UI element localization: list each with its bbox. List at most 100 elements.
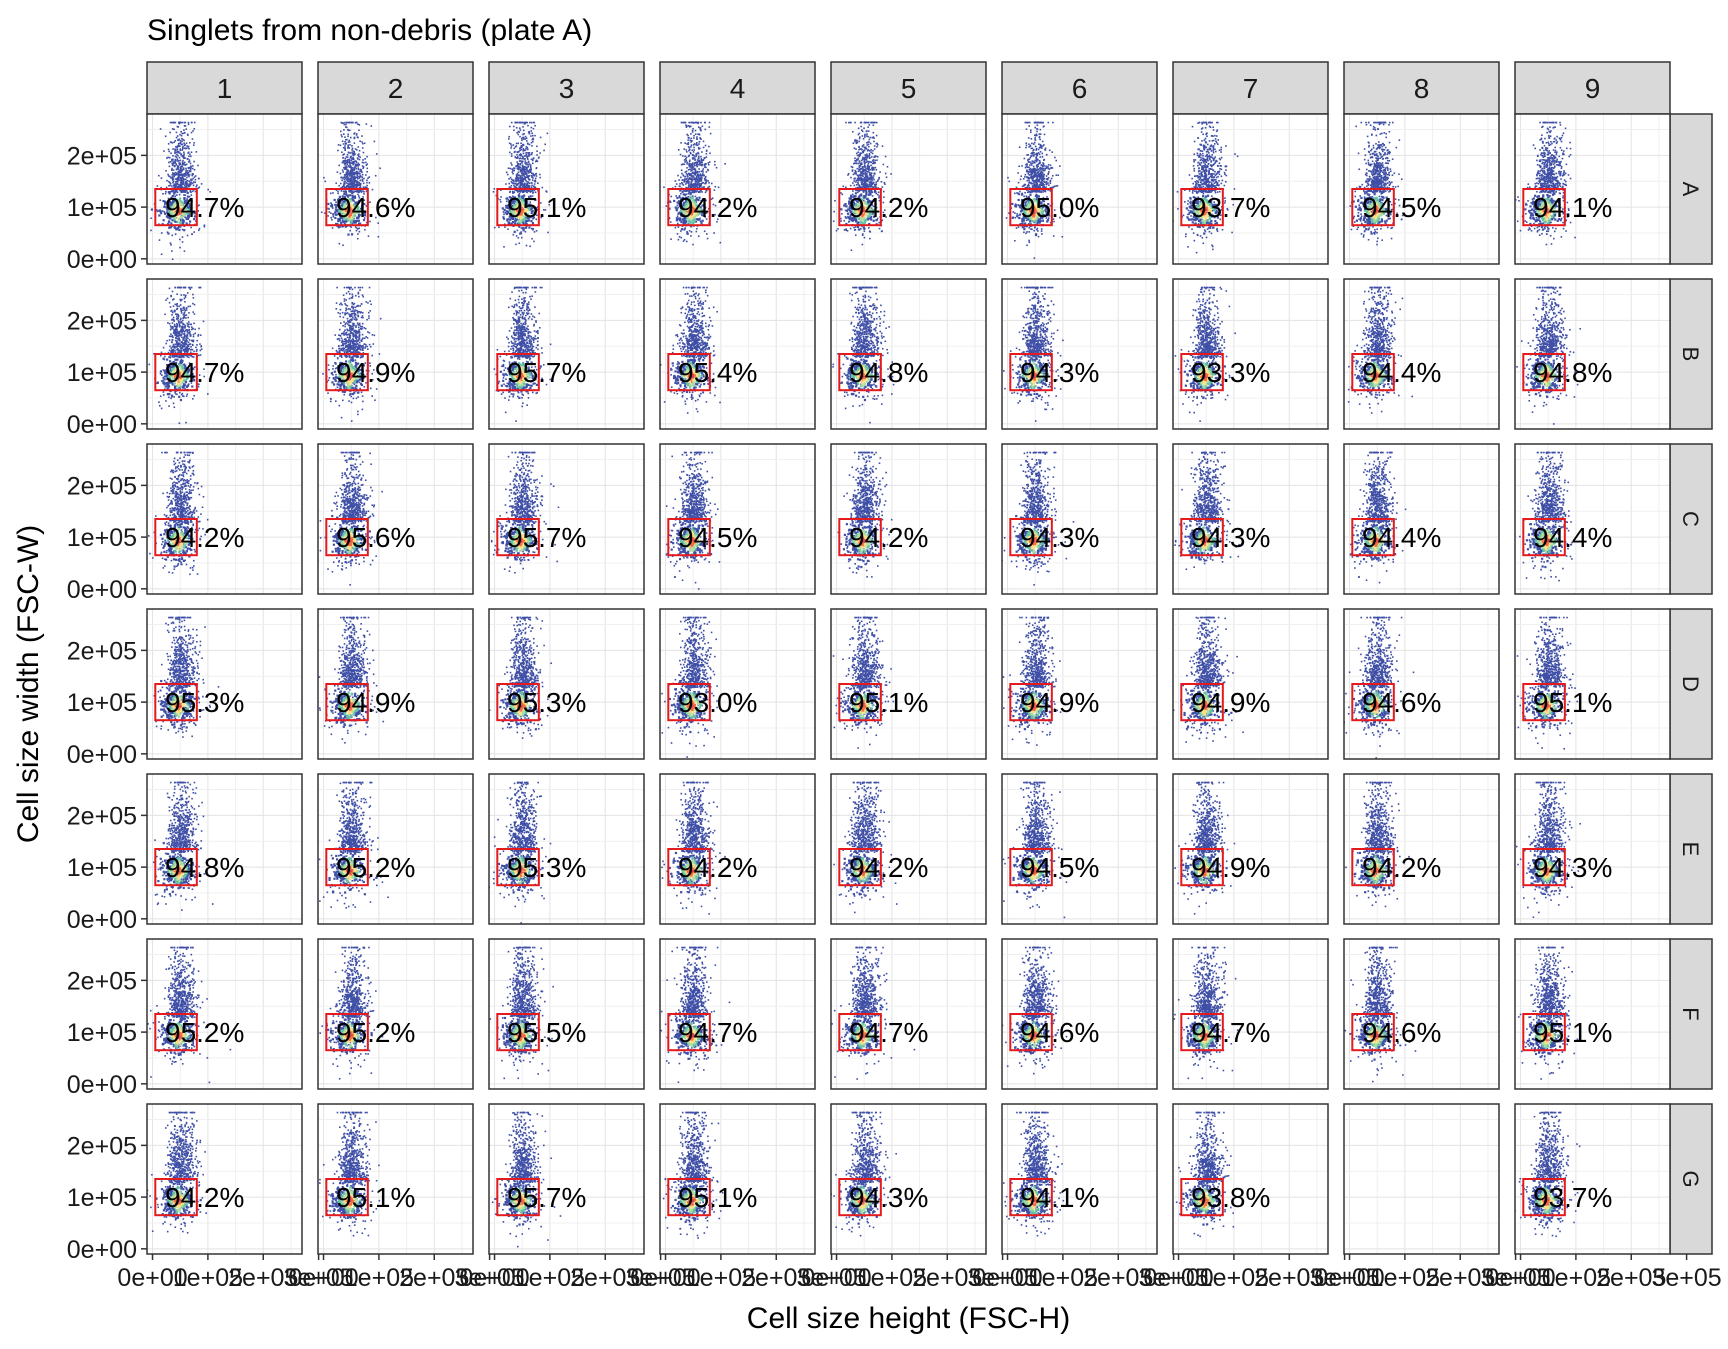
scatter-point [867, 177, 869, 179]
scatter-point [870, 151, 872, 153]
scatter-point [700, 138, 702, 140]
scatter-point [511, 182, 513, 184]
row-strip-label-G: G [1678, 1170, 1703, 1187]
scatter-point [670, 221, 672, 223]
scatter-point [704, 165, 706, 167]
scatter-point [865, 166, 867, 168]
scatter-point [503, 246, 505, 248]
column-strip-label-1: 1 [217, 73, 233, 104]
scatter-point [515, 244, 517, 246]
scatter-point [358, 165, 360, 167]
scatter-point [684, 142, 686, 144]
scatter-point [695, 231, 697, 233]
scatter-point [686, 167, 688, 169]
scatter-point [845, 228, 847, 230]
scatter-point [715, 186, 717, 188]
scatter-point [700, 122, 702, 124]
scatter-point [358, 163, 360, 165]
scatter-point [532, 173, 534, 175]
scatter-point [520, 167, 522, 169]
scatter-point [701, 171, 703, 173]
scatter-point [184, 164, 186, 166]
scatter-point [342, 244, 344, 246]
scatter-point [833, 220, 835, 222]
scatter-point [681, 237, 683, 239]
scatter-point [876, 143, 878, 145]
scatter-point [338, 185, 340, 187]
scatter-point [180, 182, 182, 184]
scatter-point [330, 212, 332, 214]
scatter-point [178, 176, 180, 178]
scatter-point [863, 138, 865, 140]
scatter-point [862, 186, 864, 188]
scatter-point [171, 174, 173, 176]
scatter-point [860, 148, 862, 150]
gate-percentage-label: 94.6% [336, 192, 415, 223]
scatter-point [857, 155, 859, 157]
scatter-point [873, 137, 875, 139]
scatter-point [352, 177, 354, 179]
scatter-point [372, 189, 374, 191]
scatter-point [512, 169, 514, 171]
scatter-point [1048, 171, 1050, 173]
scatter-point [192, 178, 194, 180]
scatter-point [679, 185, 681, 187]
scatter-point [520, 180, 522, 182]
density-point [183, 229, 185, 231]
scatter-point [518, 151, 520, 153]
scatter-point [700, 127, 702, 129]
scatter-point [875, 185, 877, 187]
scatter-point [354, 183, 356, 185]
scatter-point [531, 145, 533, 147]
scatter-point [342, 154, 344, 156]
scatter-point [865, 171, 867, 173]
scatter-point [172, 179, 174, 181]
scatter-point [175, 160, 177, 162]
scatter-point [678, 239, 680, 241]
scatter-point [190, 167, 192, 169]
scatter-point [346, 163, 348, 165]
density-point [681, 228, 683, 230]
scatter-point [530, 171, 532, 173]
scatter-point [172, 172, 174, 174]
scatter-point [536, 230, 538, 232]
scatter-point [692, 244, 694, 246]
scatter-point [183, 153, 185, 155]
scatter-point [530, 130, 532, 132]
scatter-point [675, 180, 677, 182]
scatter-point [848, 122, 850, 124]
scatter-point [708, 164, 710, 166]
scatter-point [168, 151, 170, 153]
scatter-point [513, 130, 515, 132]
scatter-point [349, 186, 351, 188]
scatter-point [713, 232, 715, 234]
scatter-point [179, 247, 181, 249]
scatter-point [863, 170, 865, 172]
scatter-point [710, 133, 712, 135]
scatter-point [693, 151, 695, 153]
scatter-point [527, 164, 529, 166]
scatter-point [696, 154, 698, 156]
scatter-point [512, 171, 514, 173]
scatter-point [527, 177, 529, 179]
column-strip-label-3: 3 [559, 73, 575, 104]
scatter-point [1059, 165, 1061, 167]
scatter-point [180, 160, 182, 162]
scatter-point [528, 155, 530, 157]
scatter-point [855, 139, 857, 141]
scatter-point [193, 161, 195, 163]
scatter-point [724, 163, 726, 165]
scatter-point [875, 169, 877, 171]
scatter-point [170, 244, 172, 246]
scatter-point [179, 150, 181, 152]
scatter-point [864, 154, 866, 156]
scatter-point [851, 166, 853, 168]
scatter-point [343, 129, 345, 131]
scatter-point [666, 205, 668, 207]
scatter-point [161, 253, 163, 255]
scatter-point [182, 161, 184, 163]
scatter-point [509, 126, 511, 128]
scatter-point [353, 150, 355, 152]
scatter-point [173, 129, 175, 131]
